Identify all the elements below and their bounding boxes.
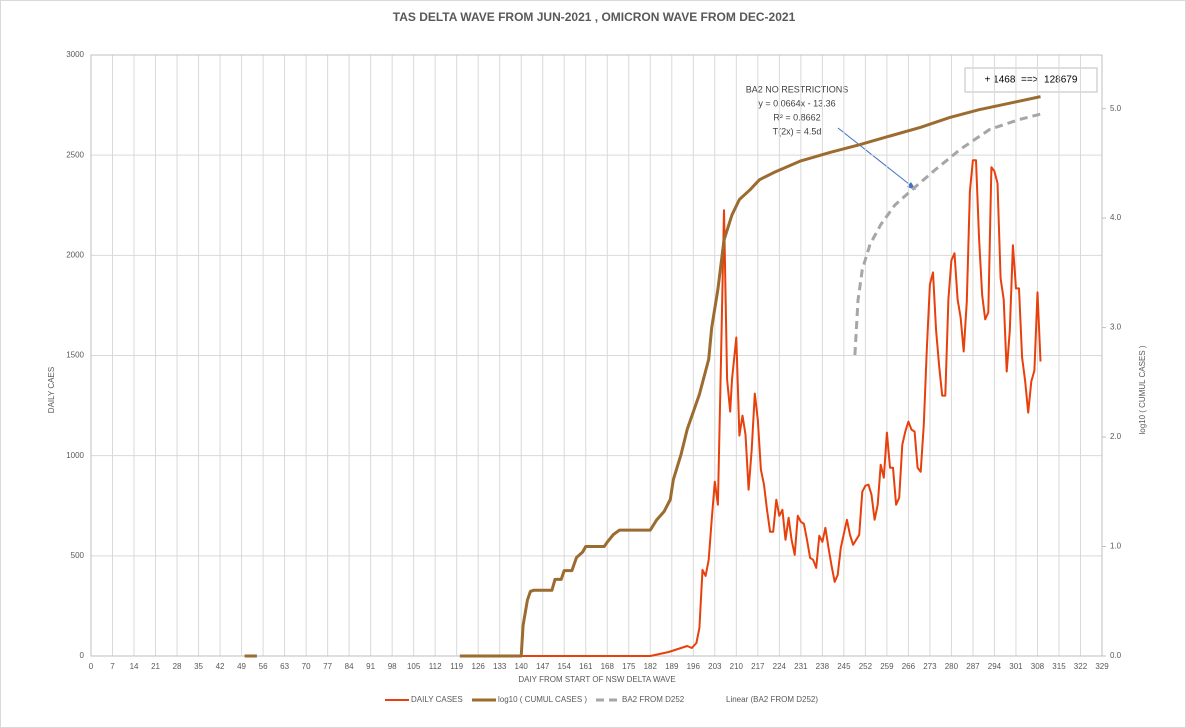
annotation: R² = 0.8662 xyxy=(773,112,820,122)
x-tick-label: 56 xyxy=(259,662,268,671)
x-tick-label: 238 xyxy=(816,662,830,671)
y2-tick-label: 3.0 xyxy=(1110,323,1122,332)
x-tick-label: 77 xyxy=(323,662,332,671)
x-tick-label: 182 xyxy=(644,662,658,671)
series-line xyxy=(521,159,1042,657)
legend-label: log10 ( CUMUL CASES ) xyxy=(498,695,587,704)
legend-label: Linear (BA2 FROM D252) xyxy=(726,695,818,704)
y2-tick-label: 5.0 xyxy=(1110,104,1122,113)
x-tick-label: 0 xyxy=(89,662,94,671)
series-line xyxy=(244,95,1041,658)
x-tick-label: 7 xyxy=(110,662,115,671)
annotation: BA2 NO RESTRICTIONS xyxy=(746,84,849,94)
x-tick-label: 161 xyxy=(579,662,593,671)
x-tick-label: 210 xyxy=(730,662,744,671)
x-tick-label: 105 xyxy=(407,662,421,671)
x-tick-label: 287 xyxy=(966,662,980,671)
x-tick-label: 196 xyxy=(687,662,701,671)
x-tick-label: 231 xyxy=(794,662,808,671)
x-tick-label: 315 xyxy=(1052,662,1066,671)
x-tick-label: 301 xyxy=(1009,662,1023,671)
x-tick-label: 217 xyxy=(751,662,765,671)
x-tick-label: 49 xyxy=(237,662,246,671)
y2-tick-label: 4.0 xyxy=(1110,213,1122,222)
y-tick-label: 0 xyxy=(80,651,85,660)
x-tick-label: 28 xyxy=(173,662,182,671)
x-tick-label: 189 xyxy=(665,662,679,671)
x-tick-label: 266 xyxy=(902,662,916,671)
x-tick-label: 112 xyxy=(429,662,442,671)
x-tick-label: 14 xyxy=(130,662,139,671)
x-tick-label: 21 xyxy=(151,662,160,671)
callout: + 1468 ==> 128679 xyxy=(985,75,1078,86)
callout-box xyxy=(964,67,1098,93)
x-tick-label: 322 xyxy=(1074,662,1088,671)
x-tick-label: 245 xyxy=(837,662,851,671)
y-tick-label: 1500 xyxy=(66,351,84,360)
x-tick-label: 175 xyxy=(622,662,636,671)
x-tick-label: 280 xyxy=(945,662,959,671)
y2-tick-label: 0.0 xyxy=(1110,651,1122,660)
y-axis-label: DAILY CAES xyxy=(47,367,56,413)
x-tick-label: 35 xyxy=(194,662,203,671)
x-tick-label: 140 xyxy=(515,662,529,671)
series-line xyxy=(853,112,1041,356)
x-tick-label: 259 xyxy=(880,662,894,671)
x-tick-label: 203 xyxy=(708,662,722,671)
y2-tick-label: 1.0 xyxy=(1110,542,1122,551)
legend-label: DAILY CASES xyxy=(411,695,463,704)
x-tick-label: 126 xyxy=(472,662,486,671)
x-tick-label: 91 xyxy=(366,662,375,671)
annotation: T(2x) = 4.5d xyxy=(773,126,822,136)
x-tick-label: 273 xyxy=(923,662,937,671)
x-tick-label: 119 xyxy=(450,662,463,671)
annotation-arrow xyxy=(837,127,915,189)
x-tick-label: 252 xyxy=(859,662,873,671)
y-tick-label: 2000 xyxy=(66,250,84,259)
x-tick-label: 147 xyxy=(536,662,550,671)
y-tick-label: 500 xyxy=(71,551,85,560)
y-tick-label: 3000 xyxy=(66,50,84,59)
x-tick-label: 63 xyxy=(280,662,289,671)
legend-label: BA2 FROM D252 xyxy=(622,695,685,704)
x-tick-label: 224 xyxy=(773,662,787,671)
x-tick-label: 70 xyxy=(302,662,311,671)
x-tick-label: 294 xyxy=(988,662,1002,671)
annotation: y = 0.0664x - 13.36 xyxy=(758,98,835,108)
x-tick-label: 98 xyxy=(388,662,397,671)
y-tick-label: 2500 xyxy=(66,150,84,159)
x-tick-label: 329 xyxy=(1095,662,1109,671)
y2-tick-label: 2.0 xyxy=(1110,432,1122,441)
x-axis-label: DAIY FROM START OF NSW DELTA WAVE xyxy=(518,675,675,684)
x-tick-label: 154 xyxy=(558,662,572,671)
x-tick-label: 42 xyxy=(216,662,225,671)
x-tick-label: 133 xyxy=(493,662,507,671)
y-tick-label: 1000 xyxy=(66,451,84,460)
x-tick-label: 308 xyxy=(1031,662,1045,671)
y2-axis-label: log10 ( CUMUL CASES ) xyxy=(1138,345,1147,434)
x-tick-label: 168 xyxy=(601,662,615,671)
x-tick-label: 84 xyxy=(345,662,354,671)
chart-title: TAS DELTA WAVE FROM JUN-2021 , OMICRON W… xyxy=(393,10,796,24)
